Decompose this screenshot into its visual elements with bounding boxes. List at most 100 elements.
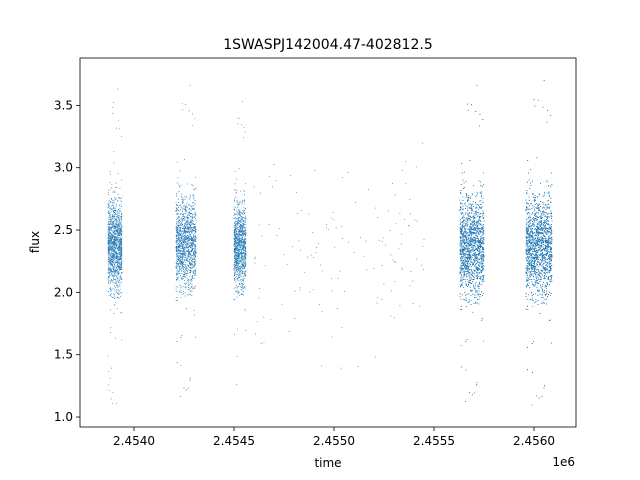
data-point [185, 266, 187, 268]
data-point [175, 241, 177, 243]
data-point [107, 206, 109, 208]
data-point [191, 218, 193, 220]
data-point [234, 260, 236, 261]
data-point [415, 258, 417, 260]
data-point [113, 266, 115, 268]
data-point [111, 248, 113, 250]
data-point [181, 270, 182, 271]
data-point [233, 206, 235, 208]
data-point [190, 209, 192, 211]
data-point [107, 239, 109, 241]
data-point [245, 271, 247, 273]
data-point [184, 248, 186, 250]
data-point [177, 218, 179, 220]
data-point [241, 283, 243, 284]
data-point [117, 210, 119, 212]
data-point [184, 291, 186, 293]
data-point [239, 217, 241, 219]
data-point [195, 263, 197, 265]
data-point [399, 305, 401, 307]
data-point [238, 250, 240, 252]
data-point [178, 263, 180, 265]
data-point [190, 290, 192, 292]
data-point [110, 254, 112, 255]
data-point [112, 191, 114, 193]
data-point [236, 247, 238, 249]
data-point [239, 275, 241, 277]
data-point [192, 272, 194, 274]
data-point [239, 118, 241, 120]
data-point [119, 255, 120, 257]
data-point [194, 256, 196, 258]
data-point [180, 213, 182, 214]
data-point [182, 218, 184, 220]
data-point [401, 170, 403, 171]
data-point [244, 258, 246, 260]
data-point [115, 337, 116, 339]
data-point [110, 228, 112, 230]
data-point [245, 233, 247, 235]
data-point [179, 265, 181, 267]
data-point [239, 284, 241, 286]
data-point [300, 249, 301, 251]
data-point [118, 263, 120, 265]
data-point [113, 230, 115, 232]
data-point [189, 245, 191, 247]
data-point [118, 218, 119, 220]
data-point [180, 291, 182, 293]
data-point [185, 221, 187, 223]
data-point [236, 226, 238, 228]
data-point [245, 255, 247, 257]
data-point [110, 248, 112, 250]
data-point [193, 277, 195, 279]
data-point [121, 229, 122, 231]
data-point [237, 273, 239, 275]
data-point [235, 223, 237, 225]
data-point [238, 237, 240, 239]
data-point [343, 290, 345, 292]
data-point [180, 218, 182, 220]
data-point [193, 208, 195, 210]
data-point [192, 254, 194, 256]
data-point [192, 229, 194, 231]
data-point [192, 239, 194, 241]
data-point [110, 288, 112, 290]
data-point [176, 273, 178, 275]
data-point [194, 262, 196, 264]
data-point [111, 238, 113, 240]
data-point [114, 213, 116, 215]
data-point [290, 175, 291, 177]
data-point [422, 268, 424, 270]
data-point [108, 268, 110, 270]
data-point [237, 234, 238, 236]
data-point [117, 88, 119, 90]
data-point [181, 254, 183, 256]
data-point [256, 321, 258, 323]
data-point [176, 204, 178, 206]
data-point [193, 256, 195, 258]
data-point [185, 253, 187, 255]
data-point [112, 250, 114, 252]
data-point [238, 260, 240, 262]
data-point [186, 247, 188, 249]
data-point [108, 211, 110, 213]
data-point [119, 187, 121, 189]
data-point [244, 259, 246, 261]
data-point [184, 257, 186, 259]
data-point [113, 275, 115, 277]
data-point [117, 274, 119, 276]
data-point [113, 256, 115, 257]
data-point [233, 242, 235, 244]
data-point [179, 253, 181, 255]
data-point [192, 261, 193, 263]
data-point [111, 257, 113, 259]
data-point [243, 126, 245, 128]
data-point [412, 303, 414, 304]
data-point [179, 226, 181, 228]
data-point [238, 216, 240, 218]
data-point [121, 262, 123, 264]
data-point [185, 103, 187, 105]
data-point [183, 242, 185, 244]
data-point [114, 278, 116, 280]
data-point [120, 295, 122, 297]
